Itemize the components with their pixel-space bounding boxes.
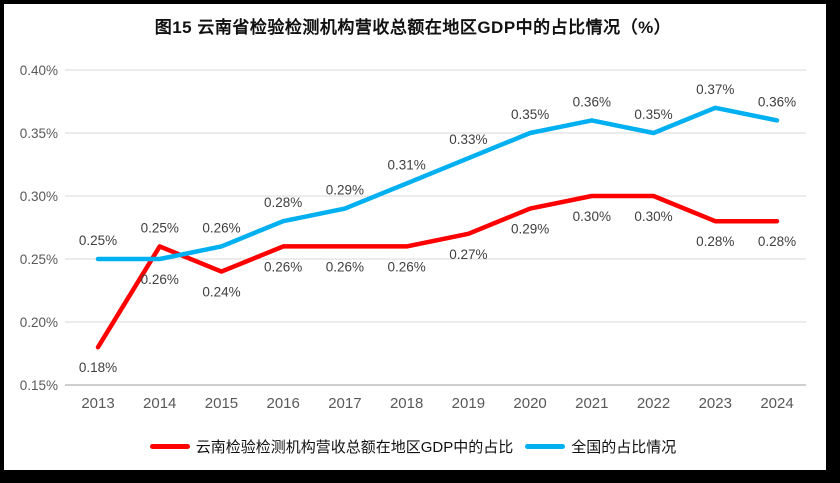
- x-axis-tick-label: 2017: [328, 395, 361, 412]
- x-axis-tick-label: 2014: [143, 395, 176, 412]
- data-label-national: 0.36%: [573, 94, 611, 109]
- data-label-national: 0.35%: [511, 107, 549, 122]
- x-axis-tick-label: 2019: [452, 395, 485, 412]
- legend-swatch-national-icon: [525, 443, 566, 449]
- x-axis-tick-label: 2015: [205, 395, 238, 412]
- data-label-national: 0.36%: [758, 94, 796, 109]
- legend-item-yunnan: 云南检验检测机构营收总额在地区GDP中的占比: [149, 436, 514, 457]
- y-axis-tick-label: 0.15%: [20, 378, 58, 393]
- legend-label-yunnan: 云南检验检测机构营收总额在地区GDP中的占比: [195, 438, 514, 456]
- y-axis-tick-label: 0.35%: [20, 126, 58, 141]
- data-label-yunnan: 0.26%: [387, 259, 425, 274]
- data-label-national: 0.25%: [141, 220, 179, 235]
- legend-swatch-yunnan-icon: [149, 443, 190, 449]
- data-label-national: 0.25%: [79, 233, 117, 248]
- data-label-national: 0.37%: [696, 82, 734, 97]
- data-label-national: 0.29%: [326, 183, 364, 198]
- data-label-yunnan: 0.30%: [634, 209, 672, 224]
- data-label-national: 0.33%: [449, 132, 487, 147]
- series-national-line: [95, 105, 780, 262]
- data-label-yunnan: 0.26%: [264, 259, 302, 274]
- data-label-national: 0.31%: [387, 157, 425, 172]
- legend: 云南检验检测机构营收总额在地区GDP中的占比 全国的占比情况: [0, 435, 826, 457]
- data-label-yunnan: 0.26%: [326, 259, 364, 274]
- data-label-yunnan: 0.28%: [696, 234, 734, 249]
- chart-title: 图15 云南省检验检测机构营收总额在地区GDP中的占比情况（%）: [154, 18, 672, 37]
- x-axis-tick-label: 2021: [575, 395, 608, 412]
- y-axis-tick-label: 0.25%: [20, 252, 58, 267]
- data-label-yunnan: 0.29%: [511, 222, 549, 237]
- legend-label-national: 全国的占比情况: [571, 438, 677, 456]
- x-axis-tick-label: 2023: [699, 395, 732, 412]
- data-label-national: 0.26%: [202, 220, 240, 235]
- x-axis-tick-label: 2016: [266, 395, 299, 412]
- x-axis-tick-label: 2022: [637, 395, 670, 412]
- data-label-yunnan: 0.27%: [449, 247, 487, 262]
- data-label-national: 0.28%: [264, 195, 302, 210]
- y-axis-tick-label: 0.40%: [20, 63, 58, 78]
- legend-item-national: 全国的占比情况: [525, 436, 676, 457]
- data-label-yunnan: 0.18%: [79, 360, 117, 375]
- data-label-yunnan: 0.24%: [202, 285, 240, 300]
- y-axis-tick-label: 0.20%: [20, 315, 58, 330]
- data-label-yunnan: 0.26%: [141, 272, 179, 287]
- data-label-yunnan: 0.30%: [573, 209, 611, 224]
- x-axis-tick-label: 2018: [390, 395, 423, 412]
- x-axis-tick-label: 2020: [513, 395, 546, 412]
- data-label-national: 0.35%: [634, 107, 672, 122]
- data-label-yunnan: 0.28%: [758, 234, 796, 249]
- y-axis-tick-label: 0.30%: [20, 189, 58, 204]
- x-axis-tick-label: 2013: [81, 395, 114, 412]
- series-yunnan-line: [95, 193, 780, 350]
- x-axis-tick-label: 2024: [760, 395, 793, 412]
